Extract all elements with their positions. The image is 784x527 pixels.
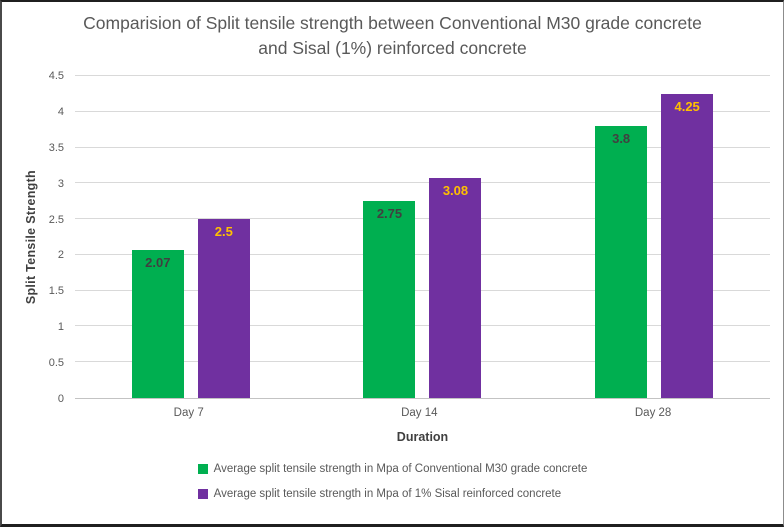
bar-value-label: 3.8 (612, 131, 631, 147)
legend-label-conventional: Average split tensile strength in Mpa of… (213, 463, 588, 475)
bar: 3.8 (595, 126, 648, 398)
y-tick-label: 4 (57, 105, 64, 118)
legend-swatch-green-icon (197, 464, 208, 474)
y-tick-label: 2.5 (48, 213, 64, 226)
gridline (75, 182, 770, 184)
gridline (75, 75, 770, 76)
gridline (75, 325, 770, 327)
gridline (75, 146, 770, 148)
y-tick-label: 3 (57, 177, 64, 190)
x-tick-label: Day 28 (634, 407, 672, 419)
legend-label-sisal: Average split tensile strength in Mpa of… (213, 488, 562, 500)
plot-area: 2.07 2.5 2.75 3.08 3.8 4.25 (75, 75, 770, 399)
bar-value-label: 3.08 (442, 182, 469, 198)
legend-item-sisal: Average split tensile strength in Mpa of… (197, 488, 562, 500)
y-tick-label: 4.5 (48, 70, 64, 82)
bar: 2.07 (131, 249, 184, 398)
bar-groups: 2.07 2.5 2.75 3.08 3.8 4.25 (75, 76, 770, 398)
y-tick-label: 2 (57, 249, 64, 262)
chart-title: Comparision of Split tensile strength be… (83, 13, 702, 59)
bar-group: 2.07 2.5 (131, 76, 250, 398)
bar-value-label: 2.07 (145, 254, 171, 270)
gridline (75, 110, 770, 112)
legend-item-conventional: Average split tensile strength in Mpa of… (197, 463, 588, 475)
gridline (75, 289, 770, 291)
legend-swatch-purple-icon (197, 489, 208, 499)
x-axis-ticks: Day 7 Day 14 Day 28 (75, 407, 770, 419)
bar: 3.08 (429, 177, 482, 398)
y-axis-ticks: 0 0.5 1 1.5 2 2.5 3 3.5 4 4.5 (2, 70, 64, 405)
gridline (75, 361, 770, 363)
y-tick-label: 0 (57, 393, 64, 405)
x-tick-label: Day 14 (401, 407, 438, 419)
bar-value-label: 2.75 (376, 206, 403, 222)
y-tick-label: 1.5 (48, 285, 64, 298)
bar-value-label: 2.5 (214, 224, 233, 240)
y-tick-label: 3.5 (48, 141, 64, 154)
gridline (75, 218, 770, 220)
bar-value-label: 4.25 (674, 98, 700, 114)
x-axis-title: Duration (396, 430, 449, 444)
bar: 4.25 (661, 93, 714, 398)
x-tick-label: Day 7 (173, 407, 204, 419)
bar: 2.75 (363, 201, 416, 398)
gridline (75, 253, 770, 255)
bar: 2.5 (197, 219, 250, 398)
y-tick-label: 0.5 (48, 357, 64, 370)
bar-group: 2.75 3.08 (363, 76, 482, 398)
legend: Average split tensile strength in Mpa of… (2, 463, 783, 500)
bar-group: 3.8 4.25 (595, 76, 714, 398)
legend-box: Average split tensile strength in Mpa of… (197, 463, 588, 500)
y-tick-label: 1 (57, 321, 64, 334)
